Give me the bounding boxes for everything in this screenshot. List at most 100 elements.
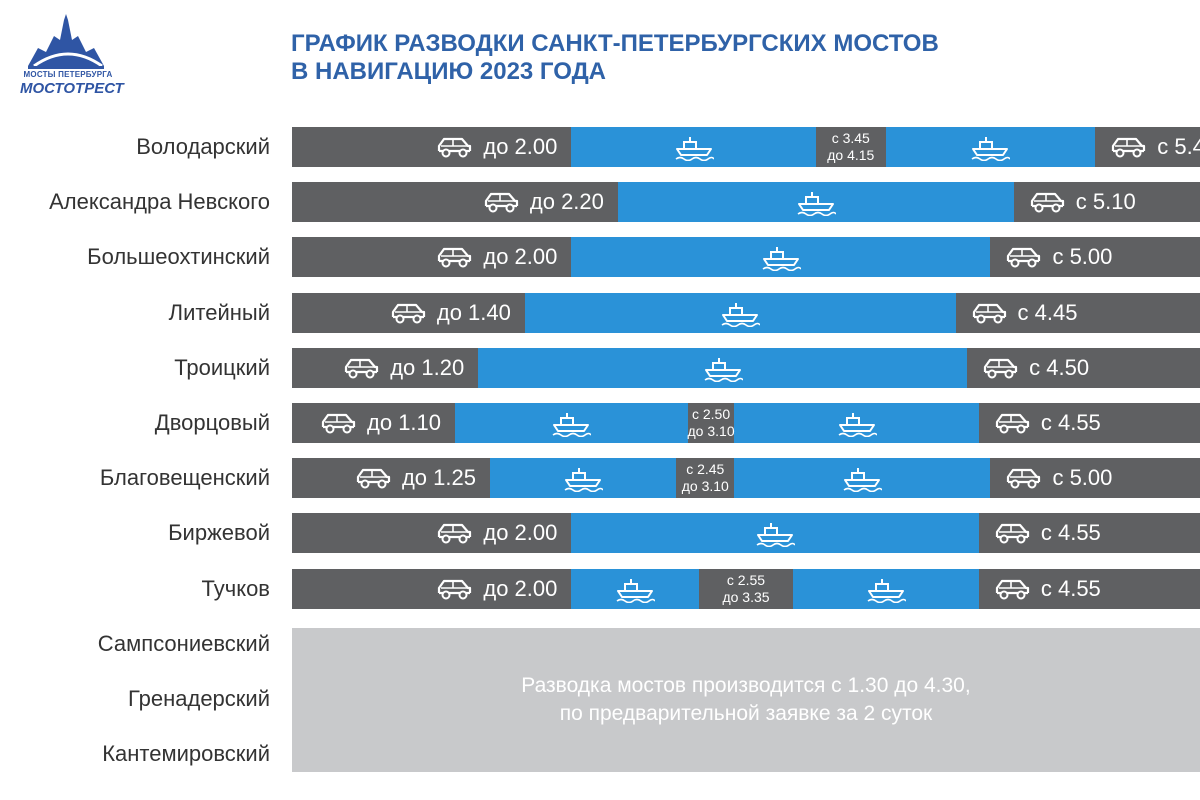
open-interval: [792, 568, 979, 609]
car-traffic-until: до 2.00: [435, 237, 557, 277]
close-time-label: с 5.00: [1052, 465, 1113, 491]
car-traffic-until: до 2.20: [482, 182, 604, 222]
ship-icon: [674, 135, 715, 162]
car-icon: [995, 579, 1029, 600]
open-time-label: до 2.20: [529, 189, 604, 215]
page-title: ГРАФИК РАЗВОДКИ САНКТ-ПЕТЕРБУРГСКИХ МОСТ…: [291, 30, 1091, 86]
open-interval: [617, 182, 1014, 223]
car-icon: [972, 303, 1006, 324]
pause-label: с 2.55 до 3.35: [699, 570, 792, 608]
pause-to: до 4.15: [827, 147, 875, 163]
car-traffic-from: с 4.55: [993, 569, 1101, 609]
bridge-name: Троицкий: [174, 354, 270, 380]
bridge-name: Благовещенский: [99, 465, 270, 491]
open-interval: [734, 458, 991, 499]
bridge-timeline-row: до 2.00 с 5.00: [292, 237, 1200, 278]
car-traffic-until: до 2.00: [435, 513, 557, 553]
open-interval: [571, 127, 816, 167]
mostotrest-logo: МОСТЫ ПЕТЕРБУРГА МОСТОТРЕСТ: [20, 14, 124, 100]
pause-from: с 2.55: [726, 571, 766, 588]
bridge-timeline-row: до 1.40 с 4.45: [292, 292, 1200, 333]
ship-icon: [551, 411, 593, 438]
title-line-1: ГРАФИК РАЗВОДКИ САНКТ-ПЕТЕРБУРГСКИХ МОСТ…: [291, 30, 939, 57]
logo-emblem-icon: [28, 14, 104, 69]
open-interval: [524, 292, 956, 333]
ship-icon: [615, 577, 657, 603]
ship-icon: [796, 190, 837, 217]
car-icon: [995, 413, 1029, 434]
open-time-label: до 2.00: [483, 134, 558, 159]
open-time-label: до 2.00: [483, 520, 558, 546]
ship-icon: [563, 466, 604, 493]
open-time-label: до 2.00: [483, 575, 558, 601]
car-traffic-from: с 5.45: [1109, 127, 1200, 167]
car-icon: [984, 358, 1018, 379]
bridge-name: Дворцовый: [154, 410, 270, 435]
bridge-timeline-row: до 2.00 с 4.55: [292, 513, 1200, 554]
car-icon: [356, 469, 391, 489]
open-time-label: до 1.25: [401, 465, 476, 491]
car-icon: [1112, 137, 1146, 158]
ship-icon: [761, 245, 802, 272]
car-traffic-until: до 2.00: [435, 127, 557, 167]
on-request-note-line-2: по предварительной заявке за 2 суток: [559, 702, 933, 725]
car-icon: [438, 524, 472, 544]
car-icon: [995, 524, 1029, 544]
ship-icon: [842, 466, 884, 493]
car-traffic-from: с 5.00: [1004, 458, 1112, 498]
pause-to: до 3.10: [687, 423, 735, 439]
open-time-label: до 1.10: [367, 410, 442, 435]
bridge-name-on-request: Сампсониевский: [97, 631, 270, 656]
bridge-name: Тучков: [201, 575, 270, 601]
car-traffic-from: с 5.00: [1004, 237, 1112, 277]
car-traffic-until: до 1.40: [389, 293, 511, 333]
open-time-label: до 2.00: [483, 244, 558, 270]
pause-label: с 2.45 до 3.10: [676, 459, 734, 497]
close-time-label: с 4.50: [1029, 354, 1090, 380]
bridge-name: Большеохтинский: [87, 244, 270, 270]
bridge-name-on-request: Гренадерский: [127, 686, 270, 711]
bridge-name: Литейный: [168, 299, 270, 325]
car-icon: [1030, 193, 1064, 213]
car-icon: [1007, 469, 1041, 489]
car-traffic-from: с 4.45: [970, 293, 1078, 333]
car-icon: [438, 248, 472, 268]
pause-label: с 2.50 до 3.10: [688, 404, 735, 442]
car-traffic-from: с 5.10: [1028, 182, 1136, 222]
ship-icon: [755, 521, 796, 548]
close-time-label: с 5.45: [1157, 134, 1200, 159]
car-icon: [484, 193, 518, 213]
on-request-note-line-1: Разводка мостов производится с 1.30 до 4…: [521, 674, 971, 697]
open-interval: [571, 568, 700, 609]
ship-icon: [703, 356, 744, 383]
car-traffic-until: до 1.20: [342, 348, 464, 388]
close-time-label: с 4.45: [1017, 299, 1078, 325]
pause-from: с 3.45: [831, 130, 870, 146]
car-traffic-until: до 1.10: [319, 403, 441, 443]
open-time-label: до 1.20: [390, 354, 465, 380]
open-interval: [885, 127, 1096, 167]
close-time-label: с 4.55: [1040, 520, 1101, 546]
on-request-block: Разводка мостов производится с 1.30 до 4…: [292, 628, 1200, 772]
pause-to: до 3.35: [722, 588, 770, 605]
bridge-timeline-row: с 2.55 до 3.35 до 2.00 с 4.55: [292, 568, 1200, 609]
title-line-2: В НАВИГАЦИЮ 2023 ГОДА: [291, 58, 606, 85]
ship-icon: [866, 577, 907, 603]
logo-subtitle: МОСТЫ ПЕТЕРБУРГА: [23, 70, 113, 79]
car-traffic-from: с 4.55: [993, 513, 1101, 553]
bridge-timeline-row: с 2.50 до 3.10 до 1.10 с 4.55: [292, 403, 1200, 443]
car-icon: [1007, 248, 1041, 268]
ship-icon: [837, 411, 878, 438]
bridge-name: Александра Невского: [49, 189, 270, 215]
close-time-label: с 5.00: [1052, 244, 1113, 270]
open-interval: [455, 403, 688, 443]
car-traffic-until: до 2.00: [435, 569, 557, 609]
pause-label: с 3.45 до 4.15: [816, 128, 886, 166]
car-traffic-from: с 4.55: [993, 403, 1101, 443]
bridge-name: Биржевой: [168, 520, 270, 546]
logo-name: МОСТОТРЕСТ: [20, 80, 124, 97]
open-interval: [571, 513, 979, 554]
close-time-label: с 4.55: [1040, 575, 1101, 601]
